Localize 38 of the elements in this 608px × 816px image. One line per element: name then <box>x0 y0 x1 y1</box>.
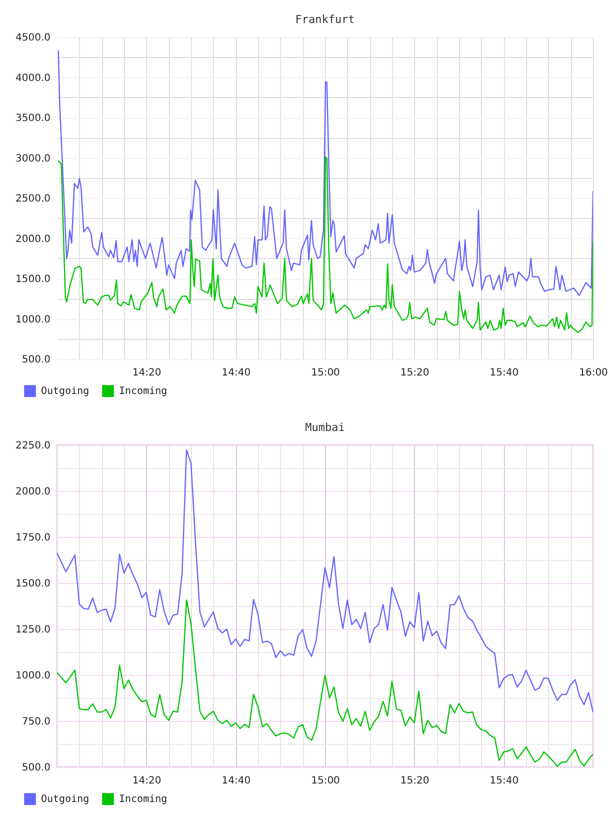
line-series <box>57 600 593 767</box>
x-tick-label: 15:40 <box>490 776 519 786</box>
x-tick-label: 14:20 <box>132 776 162 786</box>
y-tick-label: 2250.0 <box>16 440 50 452</box>
legend-label: Outgoing <box>41 794 90 806</box>
x-tick-label: 14:40 <box>222 776 251 786</box>
x-tick-label: 15:20 <box>400 368 430 378</box>
y-tick-label: 2000.0 <box>16 486 50 498</box>
y-tick-label: 2500.0 <box>16 194 50 204</box>
y-tick-label: 3000.0 <box>16 153 50 164</box>
legend-label: Incoming <box>119 386 168 398</box>
y-tick-label: 1000.0 <box>16 670 50 682</box>
y-tick-label: 4000.0 <box>16 72 50 84</box>
y-tick-label: 4500.0 <box>16 32 50 44</box>
x-tick-label: 16:00 <box>579 368 608 378</box>
x-tick-label: 15:00 <box>311 368 340 378</box>
x-tick-label: 15:40 <box>490 368 519 378</box>
line-series <box>58 50 593 296</box>
chart-title: Mumbai <box>305 421 345 434</box>
y-tick-label: 1250.0 <box>16 624 50 636</box>
x-tick-label: 14:20 <box>132 368 162 378</box>
y-tick-label: 750.0 <box>22 716 50 728</box>
y-tick-label: 1000.0 <box>16 314 50 326</box>
y-tick-label: 1750.0 <box>16 532 50 544</box>
y-tick-label: 3500.0 <box>16 113 50 124</box>
y-tick-label: 2000.0 <box>16 234 50 245</box>
line-series <box>57 449 593 713</box>
y-tick-label: 500.0 <box>22 354 50 366</box>
x-tick-label: 15:20 <box>400 776 430 786</box>
legend-label: Outgoing <box>41 386 90 398</box>
line-series <box>58 156 593 334</box>
y-tick-label: 1500.0 <box>16 578 50 590</box>
legend-label: Incoming <box>119 794 168 806</box>
chart-title: Frankfurt <box>295 13 355 26</box>
y-tick-label: 500.0 <box>22 762 50 774</box>
x-tick-label: 14:40 <box>222 368 251 378</box>
y-tick-label: 1500.0 <box>16 274 50 285</box>
x-tick-label: 15:00 <box>311 776 340 786</box>
